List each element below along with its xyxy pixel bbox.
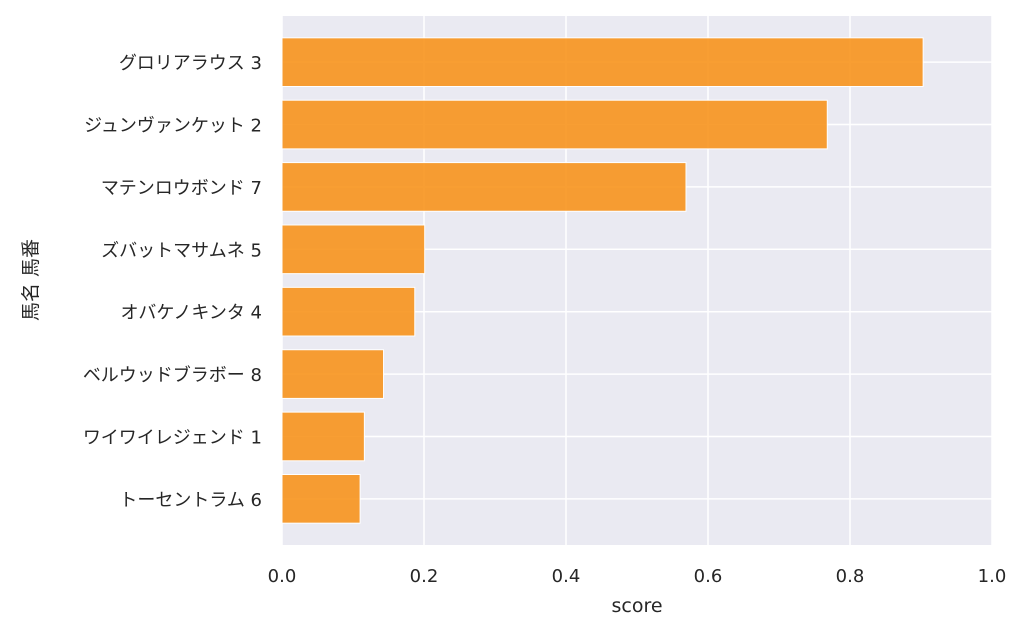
- y-tick-label: ズバットマサムネ 5: [101, 240, 262, 261]
- bars: [281, 37, 924, 524]
- y-tick-label: オバケノキンタ 4: [120, 303, 262, 324]
- y-tick-labels: グロリアラウス 3 ジュンヴァンケット 2 マテンロウボンド 7 ズバットマサムネ 5…: [83, 53, 262, 511]
- bar: [281, 37, 924, 87]
- bar: [281, 162, 687, 212]
- x-tick-labels: 0.0 0.2 0.4 0.6 0.8 1.0: [268, 566, 1007, 587]
- y-tick-label: トーセントラム 6: [119, 490, 262, 511]
- x-tick-label: 0.4: [552, 566, 581, 587]
- bar: [281, 411, 365, 462]
- plot-background: [282, 16, 992, 545]
- x-tick-label: 0.6: [694, 566, 723, 587]
- y-tick-label: マテンロウボンド 7: [101, 178, 262, 199]
- bar: [281, 99, 828, 150]
- y-tick-label: ベルウッドブラボー 8: [83, 364, 262, 386]
- x-tick-label: 0.8: [836, 566, 865, 587]
- bar: [281, 474, 361, 524]
- x-tick-label: 1.0: [978, 566, 1007, 587]
- y-axis-label: 馬名 馬番: [20, 239, 42, 321]
- bar: [281, 224, 426, 275]
- y-tick-label: ワイワイレジェンド 1: [83, 427, 262, 448]
- x-tick-label: 0.0: [268, 566, 297, 587]
- bar: [281, 286, 416, 337]
- x-tick-label: 0.2: [410, 566, 439, 587]
- bar: [281, 349, 385, 399]
- x-axis-label: score: [611, 595, 662, 617]
- y-tick-label: ジュンヴァンケット 2: [84, 116, 262, 137]
- y-tick-label: グロリアラウス 3: [119, 53, 262, 74]
